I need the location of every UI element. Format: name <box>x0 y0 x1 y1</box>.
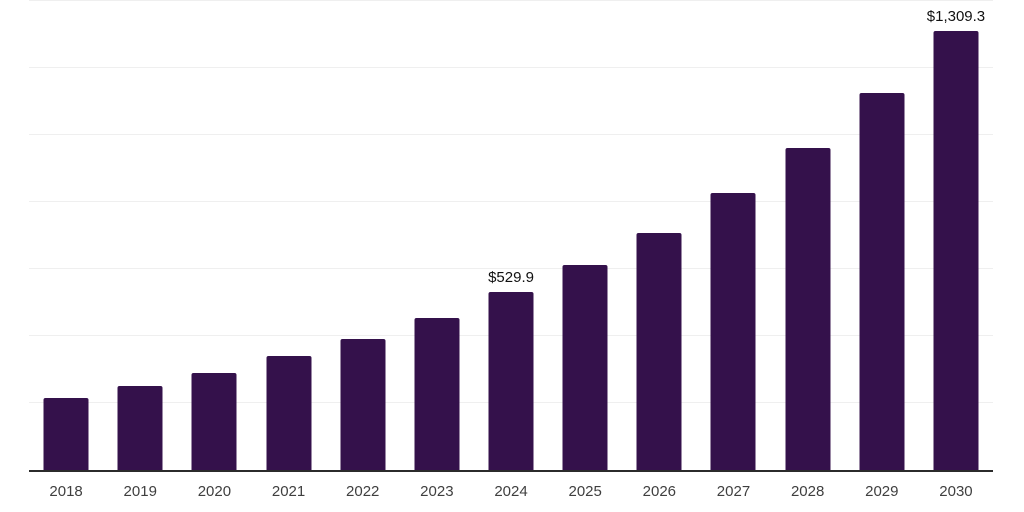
bar-group-2030: $1,309.3 <box>919 0 993 470</box>
x-tick-2023: 2023 <box>420 483 454 500</box>
bar-group-2023 <box>400 0 474 470</box>
bar-group-2024: $529.9 <box>474 0 548 470</box>
x-tick-2024: 2024 <box>494 483 528 500</box>
bar-group-2019 <box>103 0 177 470</box>
bar-2018 <box>43 397 89 470</box>
x-tick-2029: 2029 <box>865 483 899 500</box>
x-tick-2020: 2020 <box>197 483 232 500</box>
x-axis-labels: 2018 2019 2020 2021 2022 2023 2024 2025 2026 2027… <box>29 483 993 501</box>
bar-2019 <box>117 385 163 470</box>
x-tick-2030: 2030 <box>939 483 973 500</box>
gridline <box>29 134 993 135</box>
x-tick-2019: 2019 <box>123 483 157 500</box>
x-tick-2026: 2026 <box>642 483 677 500</box>
bar-2023 <box>414 317 460 470</box>
bar-group-2021 <box>251 0 325 470</box>
x-tick-2018: 2018 <box>49 483 83 500</box>
gridline <box>29 0 993 1</box>
bar-2030 <box>933 31 979 470</box>
gridline <box>29 201 993 202</box>
bar-2021 <box>266 356 312 470</box>
bar-group-2020 <box>177 0 251 470</box>
plot-area: $529.9 $1,309.3 <box>29 0 993 470</box>
bar-group-2018 <box>29 0 103 470</box>
bar-2027 <box>710 192 756 470</box>
bar-group-2027 <box>696 0 770 470</box>
bar-group-2025 <box>548 0 622 470</box>
x-tick-2025: 2025 <box>568 483 602 500</box>
bar-2029 <box>859 93 905 470</box>
bar-group-2028 <box>771 0 845 470</box>
bar-2026 <box>636 232 682 470</box>
bars: $529.9 $1,309.3 <box>29 0 993 470</box>
data-label-2024: $529.9 <box>488 269 534 287</box>
bar-2024 <box>488 292 534 470</box>
bar-group-2022 <box>326 0 400 470</box>
bar-2025 <box>562 264 608 470</box>
x-tick-2027: 2027 <box>716 483 751 500</box>
x-tick-2021: 2021 <box>271 483 306 500</box>
bar-2022 <box>340 339 386 470</box>
bar-2020 <box>191 372 237 470</box>
gridline <box>29 67 993 68</box>
data-label-2030: $1,309.3 <box>926 8 986 26</box>
bar-2028 <box>785 148 831 470</box>
x-axis-line <box>29 470 993 472</box>
gridline <box>29 268 993 269</box>
bar-group-2026 <box>622 0 696 470</box>
bar-group-2029 <box>845 0 919 470</box>
x-tick-2022: 2022 <box>346 483 380 500</box>
x-tick-2028: 2028 <box>790 483 825 500</box>
